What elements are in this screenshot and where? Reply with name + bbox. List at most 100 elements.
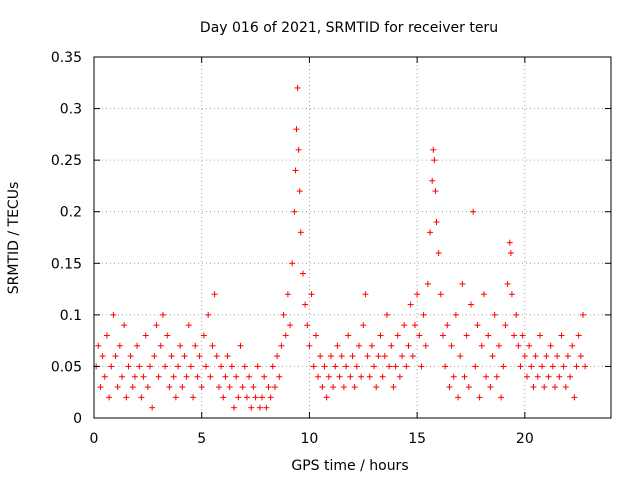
data-point <box>551 384 558 391</box>
data-point <box>295 146 302 153</box>
data-point <box>506 239 513 246</box>
data-point <box>308 291 315 298</box>
data-point <box>379 373 386 380</box>
data-point <box>168 353 175 360</box>
data-point <box>233 373 240 380</box>
data-point <box>465 384 472 391</box>
data-point <box>517 363 524 370</box>
x-tick-label: 15 <box>408 431 426 447</box>
data-point <box>131 373 138 380</box>
data-point <box>304 322 311 329</box>
data-point <box>562 384 569 391</box>
data-point <box>545 373 552 380</box>
data-point <box>343 363 350 370</box>
data-point <box>427 229 434 236</box>
data-point <box>347 373 354 380</box>
y-tick-label: 0 <box>73 411 82 427</box>
plot-area-border <box>93 56 612 419</box>
data-point <box>472 363 479 370</box>
data-point <box>166 384 173 391</box>
data-point <box>431 157 438 164</box>
data-point <box>489 353 496 360</box>
data-point <box>243 394 250 401</box>
data-point <box>467 301 474 308</box>
data-point <box>498 394 505 401</box>
data-point <box>405 342 412 349</box>
data-point <box>205 311 212 318</box>
data-point <box>231 404 238 411</box>
data-point <box>181 353 188 360</box>
data-point <box>409 353 416 360</box>
data-point <box>366 373 373 380</box>
data-point <box>485 332 492 339</box>
data-point <box>97 384 104 391</box>
axis-ticks <box>93 56 611 419</box>
data-point <box>381 353 388 360</box>
data-point <box>284 291 291 298</box>
data-point <box>296 188 303 195</box>
data-point <box>99 353 106 360</box>
data-point <box>399 353 406 360</box>
y-tick-label: 0.15 <box>51 256 82 272</box>
data-point <box>437 291 444 298</box>
data-point <box>487 384 494 391</box>
data-point <box>422 342 429 349</box>
data-point <box>192 342 199 349</box>
data-point <box>144 384 151 391</box>
data-point <box>317 353 324 360</box>
data-point <box>582 363 589 370</box>
data-point <box>248 404 255 411</box>
data-point <box>261 373 268 380</box>
data-point <box>388 342 395 349</box>
data-point <box>364 353 371 360</box>
y-tick-label: 0.3 <box>60 102 82 118</box>
data-point <box>269 363 276 370</box>
data-point <box>543 353 550 360</box>
data-point <box>157 342 164 349</box>
data-point <box>386 363 393 370</box>
data-point <box>159 311 166 318</box>
data-point <box>325 373 332 380</box>
data-point <box>282 332 289 339</box>
data-point <box>256 404 263 411</box>
data-point <box>500 363 507 370</box>
data-point <box>297 229 304 236</box>
data-point <box>502 322 509 329</box>
data-point <box>276 373 283 380</box>
data-point <box>280 311 287 318</box>
data-point <box>170 373 177 380</box>
data-points <box>93 84 589 411</box>
data-point <box>190 394 197 401</box>
data-point <box>407 301 414 308</box>
data-point <box>299 270 306 277</box>
data-point <box>573 363 580 370</box>
data-point <box>334 342 341 349</box>
data-point <box>432 188 439 195</box>
y-tick-label: 0.2 <box>60 205 82 221</box>
data-point <box>321 363 328 370</box>
data-point <box>549 363 556 370</box>
data-point <box>420 311 427 318</box>
data-point <box>327 353 334 360</box>
data-point <box>530 384 537 391</box>
data-point <box>491 311 498 318</box>
data-point <box>302 301 309 308</box>
data-point <box>390 384 397 391</box>
data-point <box>577 353 584 360</box>
data-point <box>411 322 418 329</box>
data-point <box>371 363 378 370</box>
data-point <box>375 353 382 360</box>
data-point <box>330 384 337 391</box>
data-point <box>310 363 317 370</box>
data-point <box>526 342 533 349</box>
data-point <box>215 384 222 391</box>
data-point <box>541 384 548 391</box>
data-point <box>511 332 518 339</box>
data-point <box>121 322 128 329</box>
data-point <box>521 353 528 360</box>
data-point <box>403 363 410 370</box>
data-point <box>198 384 205 391</box>
data-point <box>373 384 380 391</box>
